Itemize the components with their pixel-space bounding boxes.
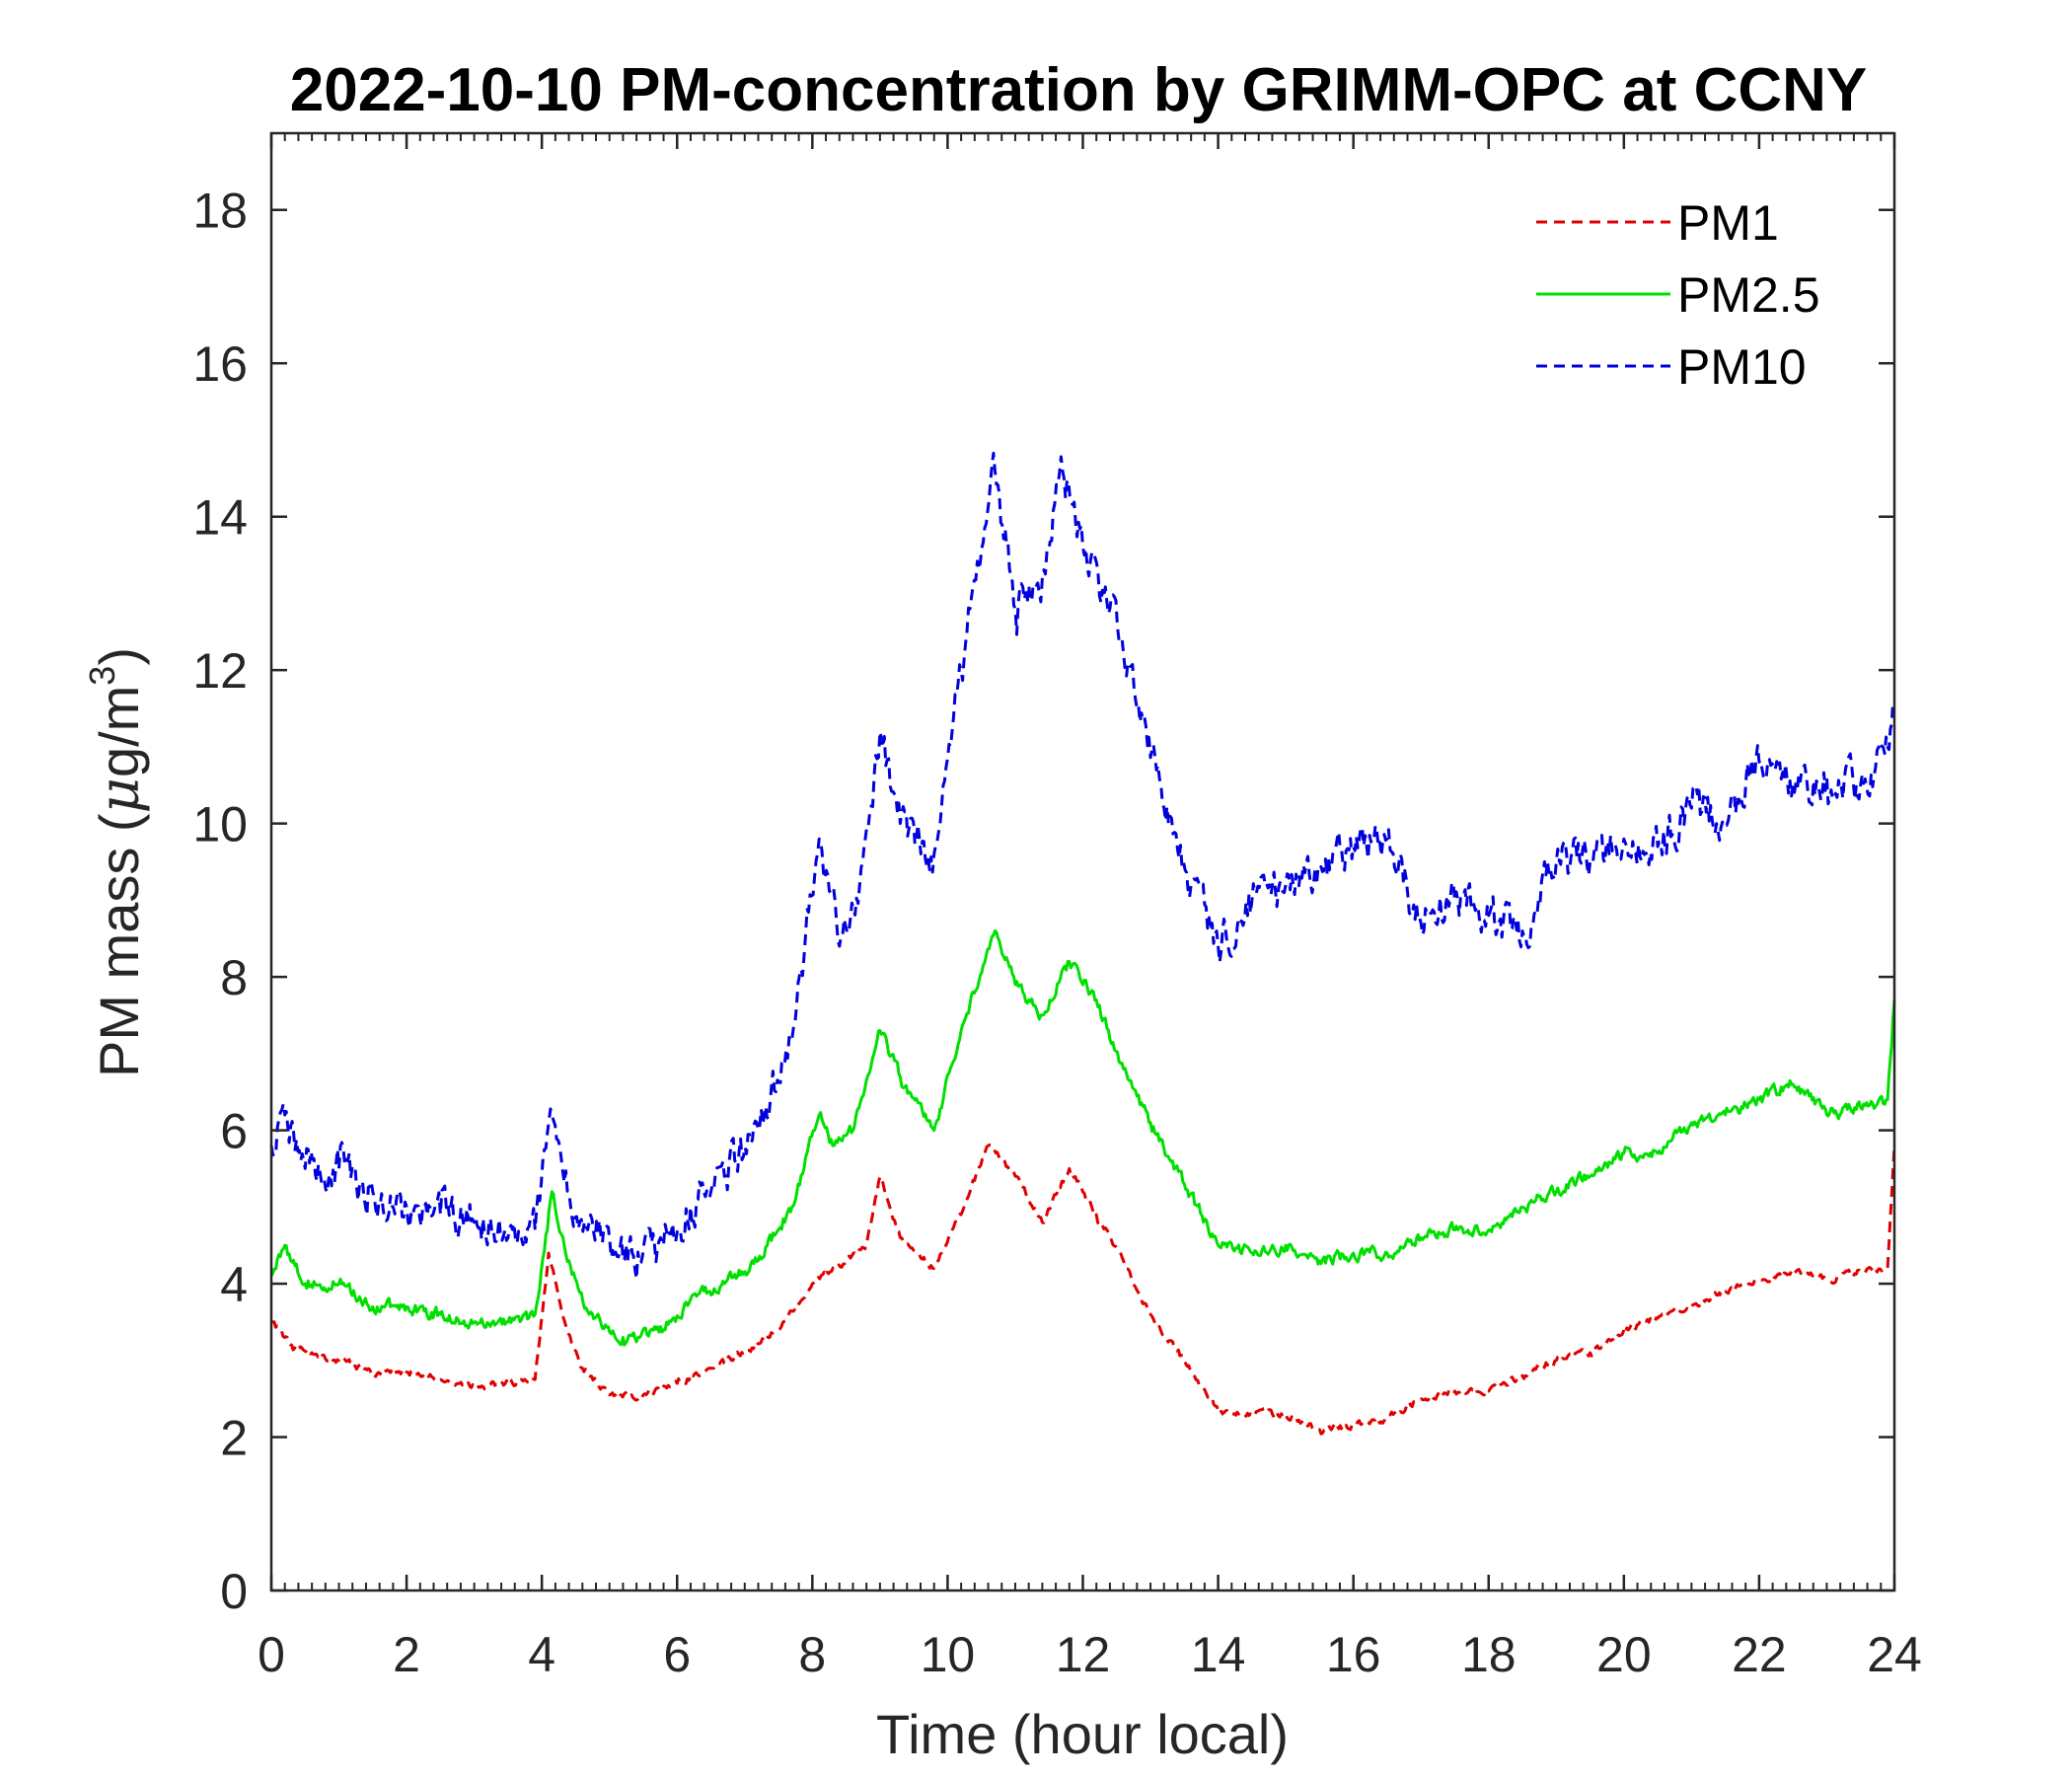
y-tick-labels: 0 2 4 6 8 10 12 14 16 18 (192, 184, 248, 1619)
legend: PM1 PM2.5 PM10 (1536, 195, 1820, 395)
x-tick-label: 14 (1191, 1627, 1246, 1682)
series-line-pm1 (271, 1143, 1896, 1436)
x-tick-label: 10 (921, 1627, 976, 1682)
series-layer (269, 451, 1896, 1436)
x-tick-label: 24 (1867, 1627, 1922, 1682)
y-tick-label: 18 (192, 184, 248, 239)
y-axis-label-mu: μ (88, 777, 152, 813)
series-line-pm2-5 (269, 929, 1896, 1347)
axis-ticks (269, 133, 1896, 1592)
y-axis-label-suffix: ) (88, 647, 150, 666)
y-tick-label: 10 (192, 797, 248, 852)
y-tick-label: 16 (192, 336, 248, 392)
x-tick-label: 22 (1732, 1627, 1787, 1682)
x-tick-label: 4 (528, 1627, 555, 1682)
x-tick-labels: 0 2 4 6 8 10 12 14 16 18 20 22 24 (258, 1627, 1922, 1682)
plot-area (271, 133, 1894, 1591)
y-tick-label: 0 (220, 1564, 248, 1619)
legend-label-pm1: PM1 (1677, 195, 1779, 251)
y-axis-label-unit: g/m (88, 686, 150, 777)
y-axis-label-prefix: PM mass ( (88, 813, 150, 1077)
y-axis-label-superscript: 3 (82, 666, 122, 686)
x-tick-label: 2 (393, 1627, 420, 1682)
x-tick-label: 18 (1461, 1627, 1517, 1682)
x-tick-label: 16 (1326, 1627, 1381, 1682)
chart-title: 2022-10-10 PM-concentration by GRIMM-OPC… (290, 56, 1868, 124)
y-tick-label: 6 (220, 1104, 248, 1159)
y-tick-label: 14 (192, 490, 248, 546)
legend-label-pm10: PM10 (1677, 339, 1807, 395)
x-tick-label: 0 (258, 1627, 285, 1682)
plot-frame (269, 131, 1896, 1592)
y-tick-label: 2 (220, 1411, 248, 1466)
legend-label-pm2-5: PM2.5 (1677, 267, 1820, 323)
series-line-pm10 (269, 451, 1895, 1281)
x-tick-label: 12 (1056, 1627, 1111, 1682)
x-tick-label: 6 (663, 1627, 691, 1682)
x-axis-label: Time (hour local) (876, 1703, 1289, 1765)
y-tick-label: 12 (192, 643, 248, 699)
x-tick-label: 20 (1596, 1627, 1652, 1682)
y-axis-label: PM mass (μg/m3) (82, 647, 152, 1077)
y-tick-label: 8 (220, 950, 248, 1005)
y-tick-label: 4 (220, 1257, 248, 1312)
x-tick-label: 8 (798, 1627, 826, 1682)
